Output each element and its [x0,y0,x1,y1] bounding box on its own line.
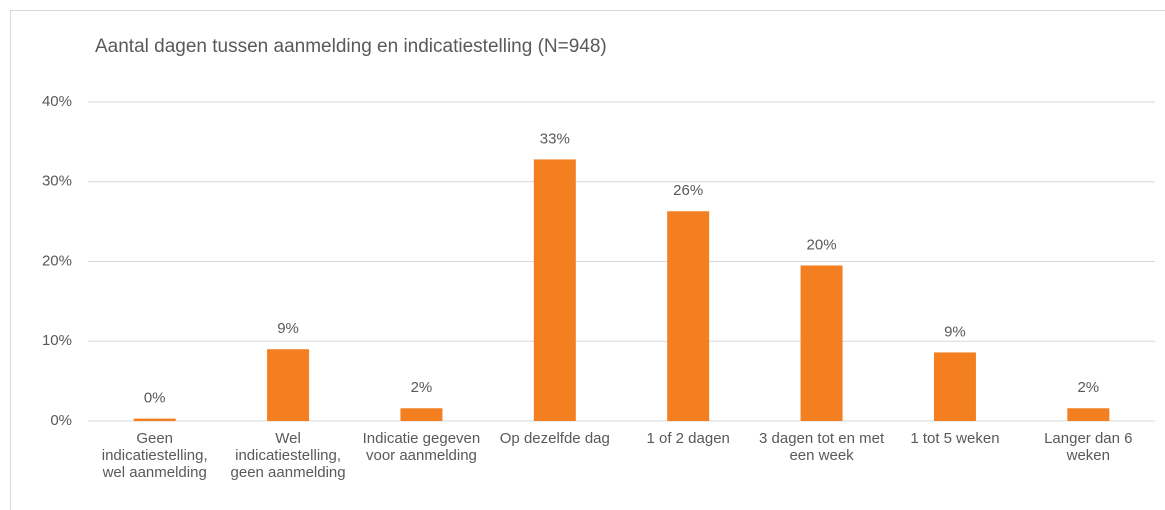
data-label: 20% [807,236,837,253]
data-label: 9% [277,320,299,337]
data-label: 26% [673,182,703,199]
y-tick-label: 30% [42,173,72,190]
x-tick-label: 3 dagen tot en met een week [759,430,885,464]
bar [800,265,843,421]
x-tick-label: Langer dan 6 weken [1044,430,1133,464]
bar [267,349,310,421]
x-tick-label: Geen indicatiestelling, wel aanmelding [101,430,208,481]
x-tick-label: Wel indicatiestelling, geen aanmelding [230,430,346,481]
chart-frame [10,10,1165,510]
bar [533,159,576,422]
y-tick-label: 10% [42,332,72,349]
x-tick-label: Op dezelfde dag [499,430,610,447]
x-tick-label: 1 of 2 dagen [646,430,730,447]
chart-title: Aantal dagen tussen aanmelding en indica… [95,36,607,57]
data-label: 0% [144,390,166,407]
y-tick-label: 20% [42,252,72,269]
bar [667,211,710,421]
data-label: 2% [411,379,433,396]
x-tick-label: Indicatie gegeven voor aanmelding [362,430,481,464]
y-tick-label: 40% [42,93,72,110]
data-label: 33% [540,130,570,147]
data-label: 2% [1077,379,1099,396]
y-tick-label: 0% [50,412,72,429]
bar [400,408,443,421]
bar [133,418,176,421]
bar [1067,408,1110,421]
data-label: 9% [944,323,966,340]
x-tick-label: 1 tot 5 weken [910,430,1000,447]
bar [933,352,976,421]
